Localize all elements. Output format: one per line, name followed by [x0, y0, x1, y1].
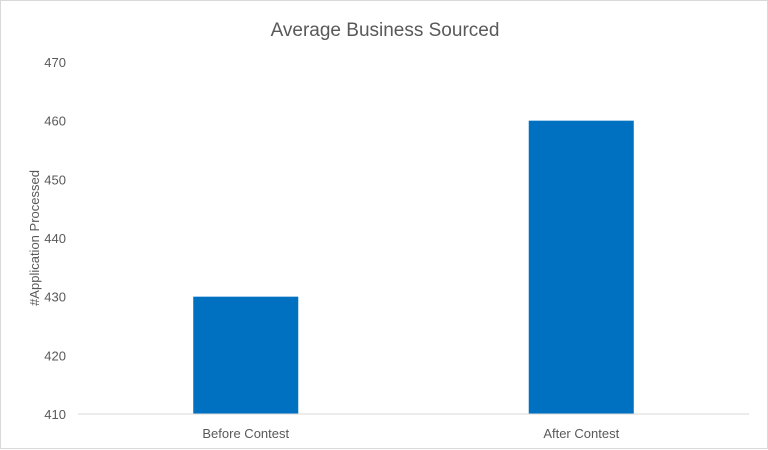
y-tick-label: 450	[44, 172, 66, 187]
y-tick-label: 440	[44, 231, 66, 246]
y-tick-label: 470	[44, 55, 66, 70]
y-tick-label: 420	[44, 348, 66, 363]
x-tick-label: After Contest	[543, 426, 619, 441]
y-tick-label: 460	[44, 114, 66, 129]
y-tick-label: 410	[44, 407, 66, 422]
bar-before-contest	[193, 296, 299, 414]
y-axis-ticks: 410 420 430 440 450 460 470	[44, 55, 66, 422]
x-tick-label: Before Contest	[202, 426, 289, 441]
chart-title: Average Business Sourced	[271, 20, 500, 41]
bar-after-contest	[528, 120, 634, 415]
y-tick-label: 430	[44, 290, 66, 305]
x-axis-ticks: Before Contest After Contest	[202, 426, 619, 441]
y-axis-label: #Application Processed	[27, 170, 42, 306]
bars	[193, 120, 634, 415]
